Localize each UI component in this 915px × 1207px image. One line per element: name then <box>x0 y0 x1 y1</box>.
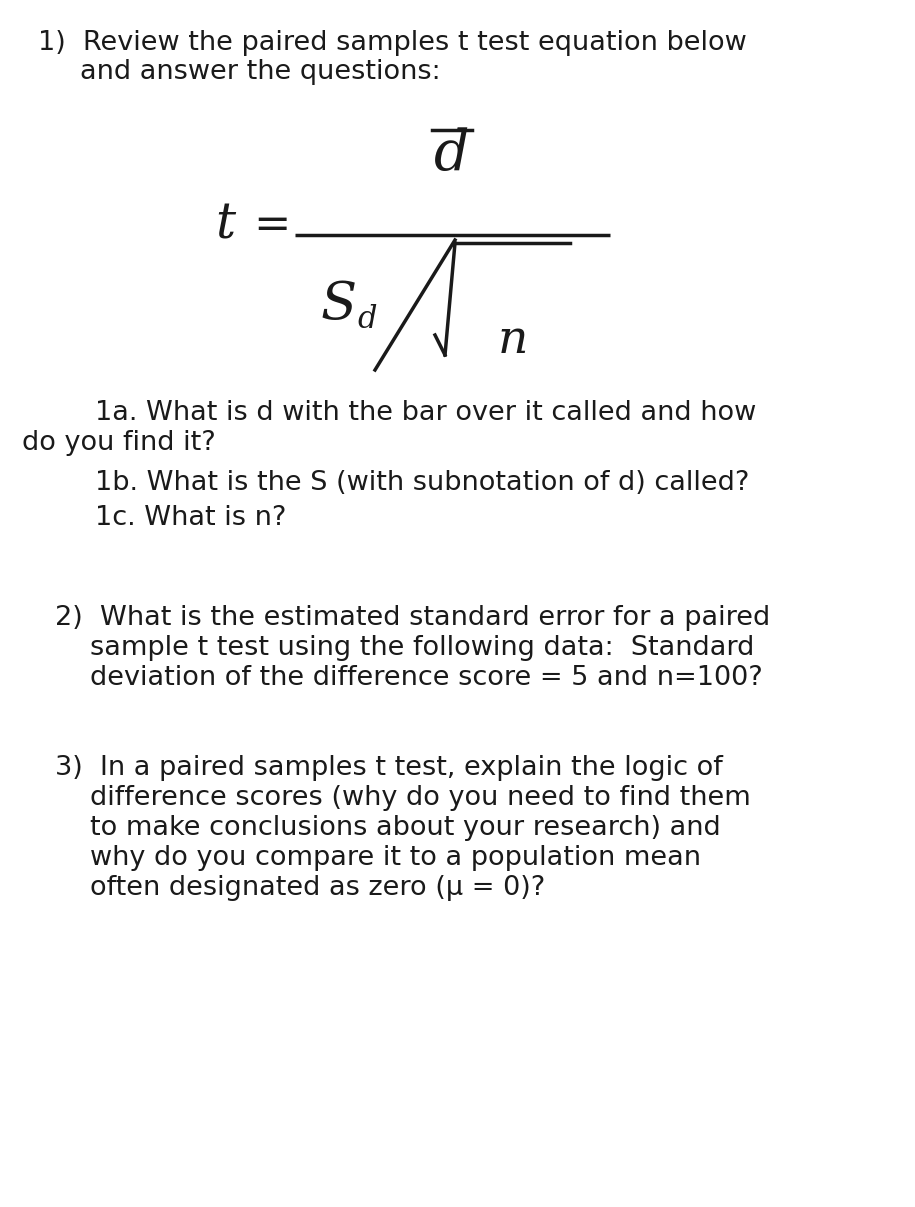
Text: 1a. What is d with the bar over it called and how: 1a. What is d with the bar over it calle… <box>95 400 757 426</box>
Text: deviation of the difference score = 5 and n=100?: deviation of the difference score = 5 an… <box>90 665 763 690</box>
Text: 1b. What is the S (with subnotation of d) called?: 1b. What is the S (with subnotation of d… <box>95 470 749 496</box>
Text: 1)  Review the paired samples t test equation below: 1) Review the paired samples t test equa… <box>38 30 747 56</box>
Text: and answer the questions:: and answer the questions: <box>80 59 441 84</box>
Text: S: S <box>320 280 356 331</box>
Text: d: d <box>435 128 469 182</box>
Text: d: d <box>357 303 376 334</box>
Text: to make conclusions about your research) and: to make conclusions about your research)… <box>90 815 721 841</box>
Text: often designated as zero (μ = 0)?: often designated as zero (μ = 0)? <box>90 875 545 900</box>
Text: n: n <box>498 317 528 362</box>
Text: =: = <box>253 204 290 246</box>
Text: why do you compare it to a population mean: why do you compare it to a population me… <box>90 845 701 871</box>
Text: 2)  What is the estimated standard error for a paired: 2) What is the estimated standard error … <box>55 605 770 631</box>
Text: t: t <box>215 200 235 250</box>
Text: sample t test using the following data:  Standard: sample t test using the following data: … <box>90 635 754 661</box>
Text: difference scores (why do you need to find them: difference scores (why do you need to fi… <box>90 785 750 811</box>
Text: 1c. What is n?: 1c. What is n? <box>95 505 286 531</box>
Text: do you find it?: do you find it? <box>22 430 216 456</box>
Text: 3)  In a paired samples t test, explain the logic of: 3) In a paired samples t test, explain t… <box>55 756 723 781</box>
